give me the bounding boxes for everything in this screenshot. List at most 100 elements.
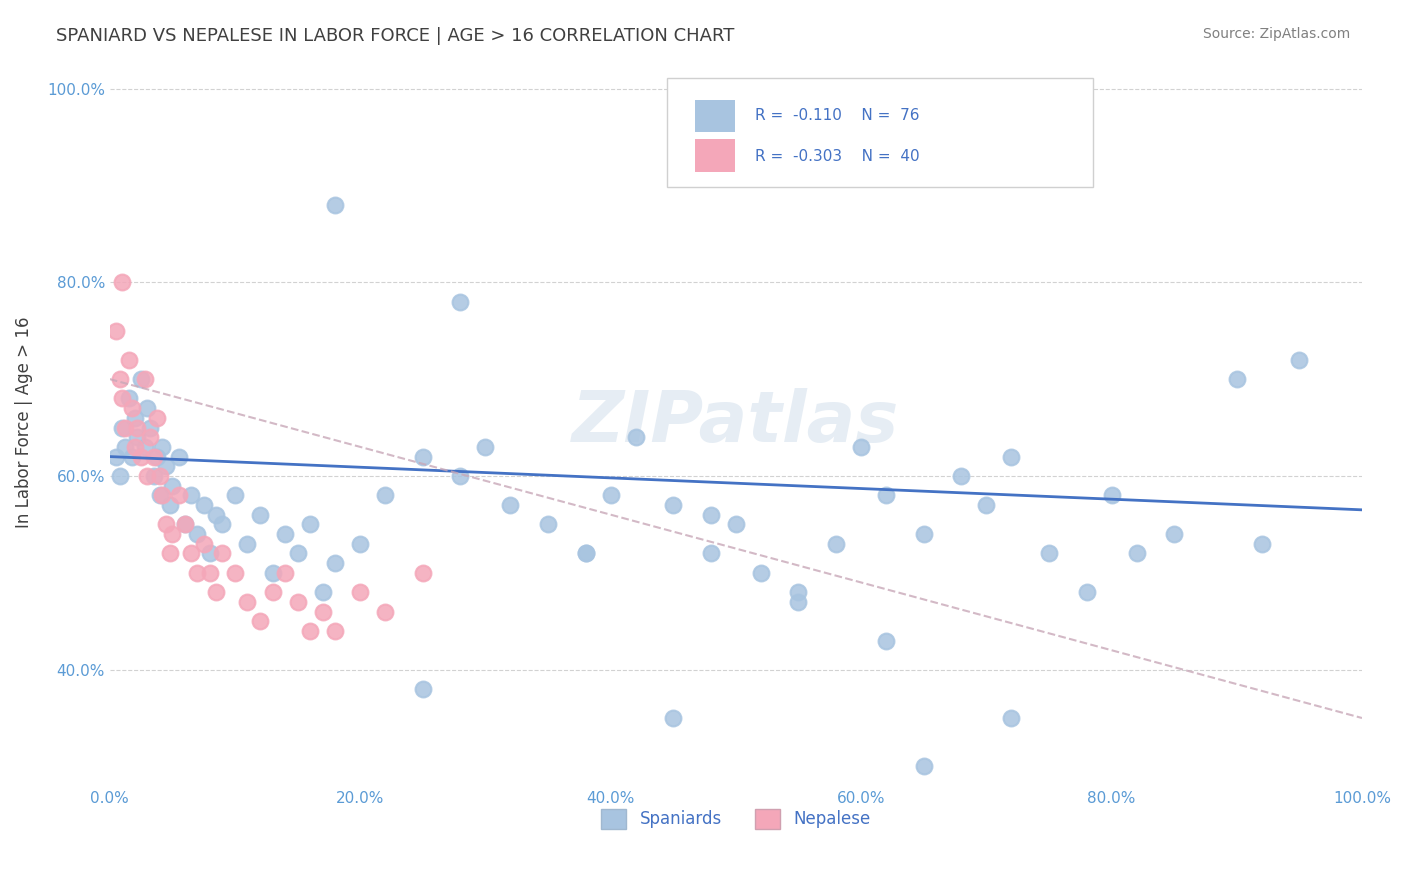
Point (1250, 537, 1272, 551)
Point (323, 624, 346, 638)
Point (912, 759, 935, 773)
Text: R =  -0.110    N =  76: R = -0.110 N = 76 (755, 108, 920, 123)
Point (1000, 450, 1022, 464)
Point (1000, 711, 1022, 725)
Point (105, 450, 128, 464)
Point (1163, 527, 1185, 541)
Point (412, 566, 434, 580)
Point (198, 546, 221, 560)
Point (111, 275, 134, 289)
Point (162, 527, 184, 541)
Point (180, 546, 202, 560)
Point (180, 488, 202, 502)
Point (134, 440, 156, 454)
Point (1038, 546, 1060, 560)
Point (412, 681, 434, 696)
Point (108, 469, 131, 483)
Point (349, 537, 371, 551)
Point (311, 585, 333, 599)
Point (374, 488, 396, 502)
FancyBboxPatch shape (666, 78, 1092, 186)
Point (155, 517, 177, 532)
Point (139, 430, 162, 444)
Point (299, 517, 322, 532)
Point (274, 566, 297, 580)
Point (124, 440, 146, 454)
Point (412, 450, 434, 464)
Point (150, 488, 173, 502)
Point (599, 488, 621, 502)
Legend: Spaniards, Nepalese: Spaniards, Nepalese (595, 802, 877, 836)
Point (167, 488, 190, 502)
Point (114, 440, 136, 454)
Point (236, 537, 259, 551)
Point (323, 198, 346, 212)
Point (499, 498, 522, 512)
Point (1076, 585, 1098, 599)
Point (173, 517, 195, 532)
Point (976, 498, 998, 512)
Point (142, 450, 165, 464)
FancyBboxPatch shape (695, 100, 734, 132)
Point (449, 469, 471, 483)
Point (198, 566, 221, 580)
Point (323, 556, 346, 570)
Point (662, 711, 685, 725)
Point (349, 585, 371, 599)
Point (149, 469, 172, 483)
Point (150, 440, 173, 454)
Text: SPANIARD VS NEPALESE IN LABOR FORCE | AGE > 16 CORRELATION CHART: SPANIARD VS NEPALESE IN LABOR FORCE | AG… (56, 27, 734, 45)
Point (662, 498, 685, 512)
Point (1125, 546, 1147, 560)
Point (205, 585, 228, 599)
Point (155, 459, 177, 474)
Point (1101, 488, 1123, 502)
Point (162, 478, 184, 492)
Point (249, 614, 271, 628)
Y-axis label: In Labor Force | Age > 16: In Labor Force | Age > 16 (15, 317, 32, 528)
Point (159, 546, 181, 560)
Point (211, 546, 233, 560)
Text: R =  -0.303    N =  40: R = -0.303 N = 40 (755, 149, 920, 164)
Point (146, 410, 169, 425)
Point (127, 420, 149, 434)
Point (111, 420, 134, 434)
Point (111, 392, 134, 406)
Point (299, 624, 322, 638)
Point (224, 488, 246, 502)
Point (114, 420, 136, 434)
Point (700, 508, 723, 522)
Point (149, 488, 172, 502)
Point (724, 517, 747, 532)
Point (136, 401, 159, 416)
Point (1288, 352, 1310, 367)
Point (575, 546, 598, 560)
Point (825, 537, 848, 551)
FancyBboxPatch shape (695, 139, 734, 172)
Point (142, 469, 165, 483)
Point (787, 595, 810, 609)
Point (224, 566, 246, 580)
Point (159, 498, 181, 512)
Point (449, 294, 471, 309)
Point (287, 595, 309, 609)
Point (167, 450, 190, 464)
Point (575, 546, 598, 560)
Point (537, 517, 560, 532)
Point (1226, 372, 1249, 386)
Point (912, 527, 935, 541)
Point (205, 508, 228, 522)
Point (129, 450, 152, 464)
Point (127, 430, 149, 444)
Point (193, 498, 215, 512)
Point (117, 352, 139, 367)
Point (749, 566, 772, 580)
Point (121, 401, 143, 416)
Point (146, 450, 169, 464)
Point (262, 566, 284, 580)
Point (117, 392, 139, 406)
Point (274, 527, 297, 541)
Point (849, 440, 872, 454)
Point (124, 410, 146, 425)
Point (121, 450, 143, 464)
